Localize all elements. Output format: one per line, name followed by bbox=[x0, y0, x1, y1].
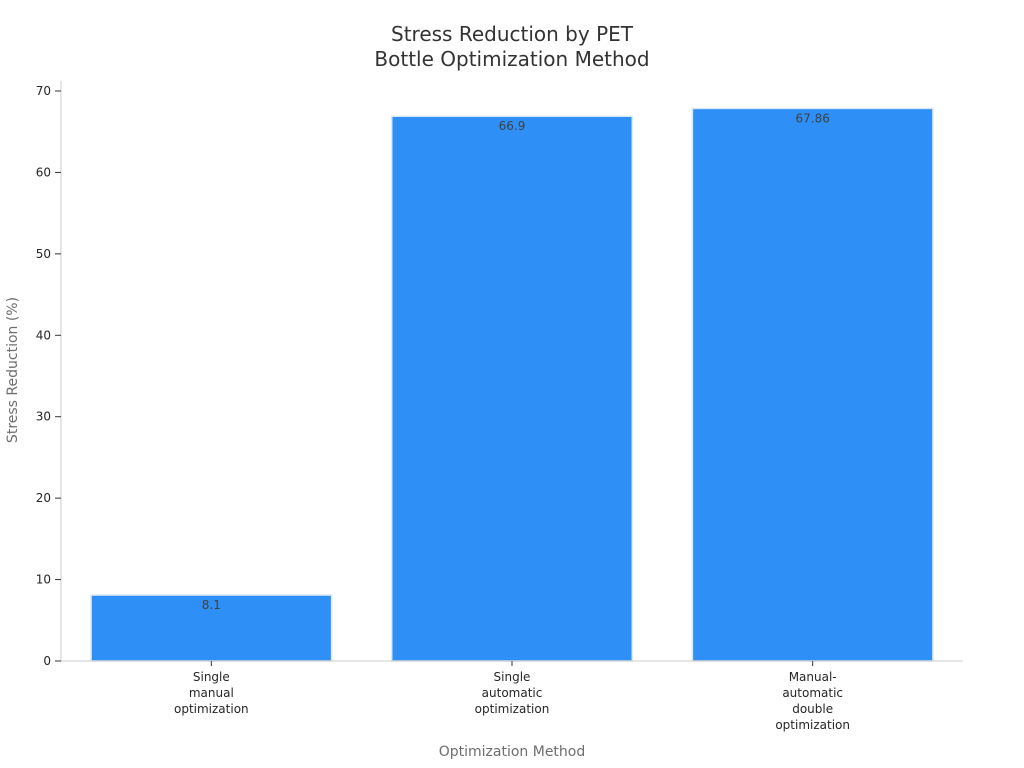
y-tick-label: 60 bbox=[36, 165, 51, 179]
bar-value-label: 67.86 bbox=[795, 111, 829, 125]
chart-title-line-1: Stress Reduction by PET bbox=[391, 22, 634, 46]
x-category-label: optimization bbox=[775, 718, 850, 732]
x-category-label: double bbox=[792, 702, 833, 716]
y-tick-label: 20 bbox=[36, 491, 51, 505]
x-category-label: automatic bbox=[782, 686, 843, 700]
y-tick-label: 30 bbox=[36, 410, 51, 424]
y-tick-label: 40 bbox=[36, 328, 51, 342]
x-category-label: Single bbox=[494, 670, 531, 684]
y-tick-label: 10 bbox=[36, 573, 51, 587]
x-category-label: optimization bbox=[475, 702, 550, 716]
x-category-label: manual bbox=[189, 686, 234, 700]
bars-group: 8.1 66.9 67.86 bbox=[90, 107, 934, 662]
y-tick-label: 0 bbox=[43, 654, 51, 668]
x-category-label: optimization bbox=[174, 702, 249, 716]
bar-value-label: 66.9 bbox=[499, 119, 526, 133]
x-category-label: automatic bbox=[482, 686, 543, 700]
x-axis-title: Optimization Method bbox=[439, 744, 586, 760]
x-category-label: Single bbox=[193, 670, 230, 684]
x-category-label: Manual- bbox=[789, 670, 837, 684]
y-tick-label: 70 bbox=[36, 84, 51, 98]
y-axis-title: Stress Reduction (%) bbox=[5, 297, 21, 443]
bar bbox=[691, 107, 934, 662]
y-axis: 0 10 20 30 40 50 60 70 bbox=[36, 81, 62, 668]
bar bbox=[390, 115, 634, 662]
bar-value-label: 8.1 bbox=[202, 598, 221, 612]
x-axis: Single manual optimization Single automatic o… bbox=[61, 660, 963, 732]
y-tick-label: 50 bbox=[36, 247, 51, 261]
bar bbox=[90, 594, 333, 662]
chart-title-line-2: Bottle Optimization Method bbox=[374, 47, 649, 71]
